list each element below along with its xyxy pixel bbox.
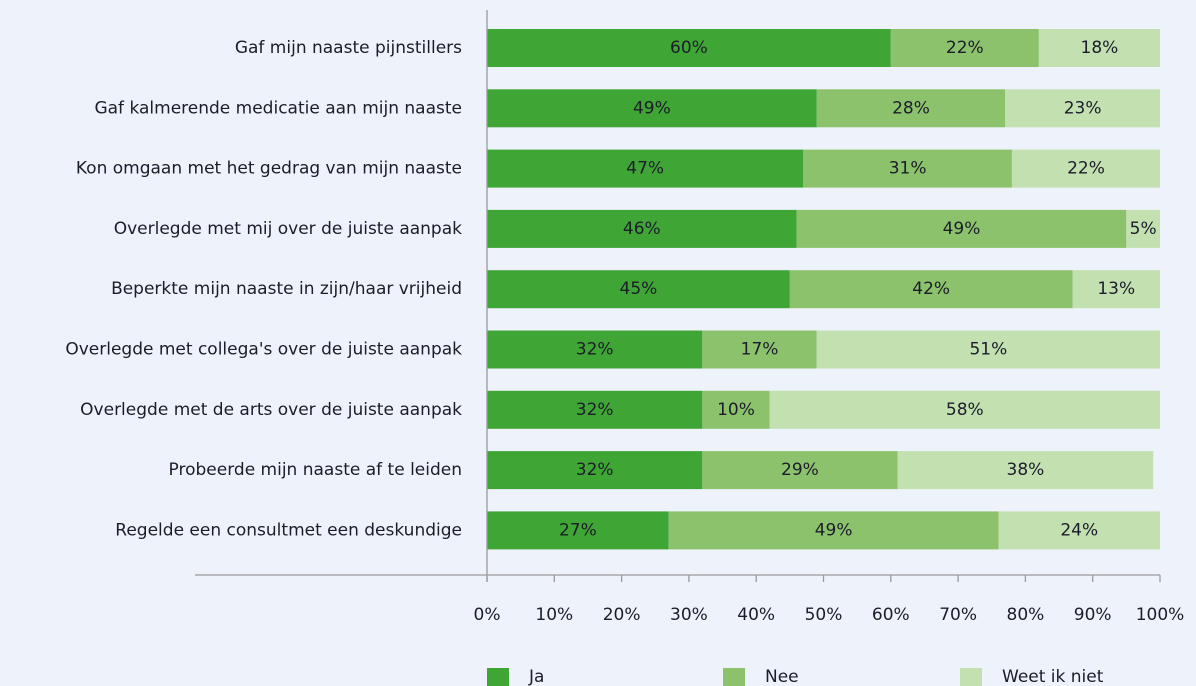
x-tick-label: 10% [535,605,573,625]
category-label: Overlegde met de arts over de juiste aan… [80,400,462,420]
data-label: 31% [889,159,927,179]
x-tick-label: 0% [474,605,501,625]
bar-segment [487,149,804,188]
data-label: 5% [1130,219,1157,239]
bar-segment [487,209,797,248]
x-tick-label: 50% [805,605,843,625]
legend-label: Nee [765,667,799,686]
bar-segment [487,270,790,309]
bar-segment [702,451,898,490]
data-label: 46% [623,219,661,239]
data-label: 49% [943,219,981,239]
data-label: 42% [912,279,950,299]
bar-segment [897,451,1154,490]
x-tick-label: 30% [670,605,708,625]
category-label: Overlegde met collega's over de juiste a… [65,340,462,360]
data-label: 22% [946,38,984,58]
bar-segment [487,451,703,490]
data-label: 29% [781,460,819,480]
legend-swatch [487,668,509,686]
category-label: Gaf kalmerende medicatie aan mijn naaste [94,98,462,118]
bar-segment [702,390,770,429]
data-label: 24% [1060,520,1098,540]
x-tick-label: 100% [1136,605,1185,625]
x-tick-label: 20% [603,605,641,625]
x-tick-label: 80% [1007,605,1045,625]
bar-segment [796,209,1127,248]
bar-segment [1126,209,1160,248]
bar-segment [487,390,703,429]
bar-segment [803,149,1012,188]
bar-segment [789,270,1073,309]
bar-segment [1005,89,1160,128]
bar-segment [487,89,817,128]
legend-label: Weet ik niet [1002,667,1104,686]
bar-segment [487,511,669,550]
bar-segment [816,89,1006,128]
data-label: 27% [559,520,597,540]
bar-segment [890,29,1039,67]
bar-segment [487,29,891,67]
x-tick-label: 60% [872,605,910,625]
bar-segment [998,511,1160,550]
bar-segment [487,330,703,369]
data-label: 22% [1067,159,1105,179]
bar-segment [702,330,817,369]
bar-segment [816,330,1160,369]
bar-segment [769,390,1160,429]
data-label: 49% [633,98,671,118]
legend-label: Ja [528,667,544,686]
legend-swatch [723,668,745,686]
data-label: 49% [815,520,853,540]
data-label: 17% [741,340,779,360]
bar-segment [1072,270,1160,309]
data-label: 13% [1097,279,1135,299]
data-label: 32% [576,400,614,420]
data-label: 51% [969,340,1007,360]
x-tick-label: 70% [939,605,977,625]
data-label: 58% [946,400,984,420]
category-label: Overlegde met mij over de juiste aanpak [114,219,462,239]
x-tick-label: 90% [1074,605,1112,625]
bar-segment [1038,29,1160,67]
category-label: Kon omgaan met het gedrag van mijn naast… [76,159,462,179]
bar-segment [1011,149,1160,188]
data-label: 45% [620,279,658,299]
data-label: 18% [1081,38,1119,58]
data-label: 47% [626,159,664,179]
data-label: 38% [1007,460,1045,480]
category-label: Regelde een consultmet een deskundige [115,520,462,540]
bar-segment [668,511,999,550]
data-label: 28% [892,98,930,118]
x-tick-label: 40% [737,605,775,625]
data-label: 32% [576,460,614,480]
data-label: 60% [670,38,708,58]
category-label: Beperkte mijn naaste in zijn/haar vrijhe… [111,279,462,299]
legend-swatch [960,668,982,686]
category-label: Gaf mijn naaste pijnstillers [235,38,462,58]
data-label: 10% [717,400,755,420]
data-label: 32% [576,340,614,360]
data-label: 23% [1064,98,1102,118]
category-label: Probeerde mijn naaste af te leiden [169,460,462,480]
